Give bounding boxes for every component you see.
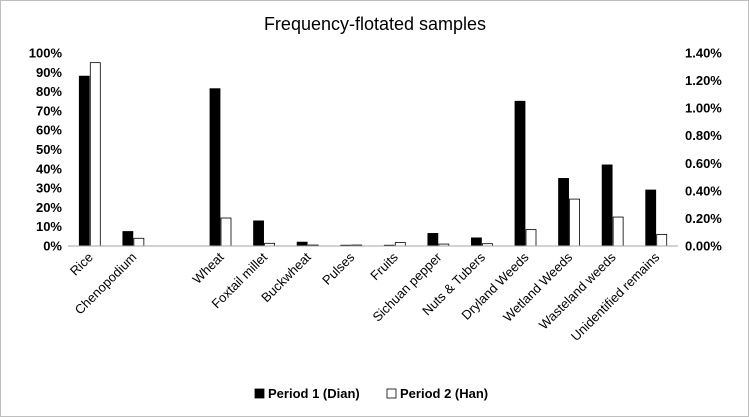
chart-title: Frequency-flotated samples [264, 14, 486, 34]
bar [656, 234, 668, 247]
legend-label-period-2: Period 2 (Han) [400, 386, 488, 401]
bar [569, 198, 580, 247]
y-tick-label: 40% [36, 161, 62, 176]
bar [296, 241, 308, 247]
y2-tick-label: 0.40% [685, 183, 722, 198]
y2-tick-label: 0.60% [685, 156, 722, 171]
bar [394, 242, 406, 247]
y-tick-label: 20% [36, 200, 62, 215]
y-axis-right: 0.00% 0.20% 0.40% 0.60% 0.80% 1.00% 1.20% 1.40% [685, 46, 722, 254]
y2-tick-label: 1.40% [685, 46, 722, 61]
bar [78, 75, 90, 247]
y2-tick-label: 1.00% [685, 101, 722, 116]
bar [645, 189, 657, 247]
bars [78, 62, 668, 247]
y-tick-label: 60% [36, 123, 62, 138]
bar [209, 88, 221, 247]
y-tick-label: 10% [36, 219, 62, 234]
y-tick-label: 70% [36, 103, 62, 118]
legend-swatch-period-1 [254, 388, 265, 399]
bar [471, 237, 482, 247]
category-label: Wasteland weeds [536, 249, 619, 332]
bar [427, 233, 439, 247]
bar [558, 178, 569, 247]
y-tick-label: 30% [36, 181, 62, 196]
y2-tick-label: 1.20% [685, 73, 722, 88]
y-tick-label: 80% [36, 84, 62, 99]
bar [133, 237, 145, 247]
bar [220, 217, 232, 247]
y-tick-label: 50% [36, 142, 62, 157]
bar [514, 100, 526, 247]
y2-tick-label: 0.00% [685, 239, 722, 254]
category-label: Rice [67, 250, 96, 279]
bar [89, 62, 101, 247]
bar [253, 220, 264, 247]
category-label: Wheat [189, 249, 226, 286]
bar [122, 231, 134, 247]
y2-tick-label: 0.80% [685, 128, 722, 143]
bar [612, 216, 624, 247]
y-axis-left: 0% 10% 20% 30% 40% 50% 60% 70% 80% 90% 100% [29, 46, 63, 254]
y-tick-label: 90% [36, 65, 62, 80]
bar [525, 229, 537, 247]
legend: Period 1 (Dian) Period 2 (Han) [254, 386, 488, 401]
legend-label-period-1: Period 1 (Dian) [268, 386, 360, 401]
legend-swatch-period-2 [386, 388, 397, 399]
y-tick-label: 100% [29, 46, 63, 61]
category-label: Fruits [367, 249, 401, 283]
y2-tick-label: 0.20% [685, 211, 722, 226]
bar [601, 164, 613, 247]
category-label: Pulses [319, 249, 358, 288]
y-tick-label: 0% [43, 239, 62, 254]
